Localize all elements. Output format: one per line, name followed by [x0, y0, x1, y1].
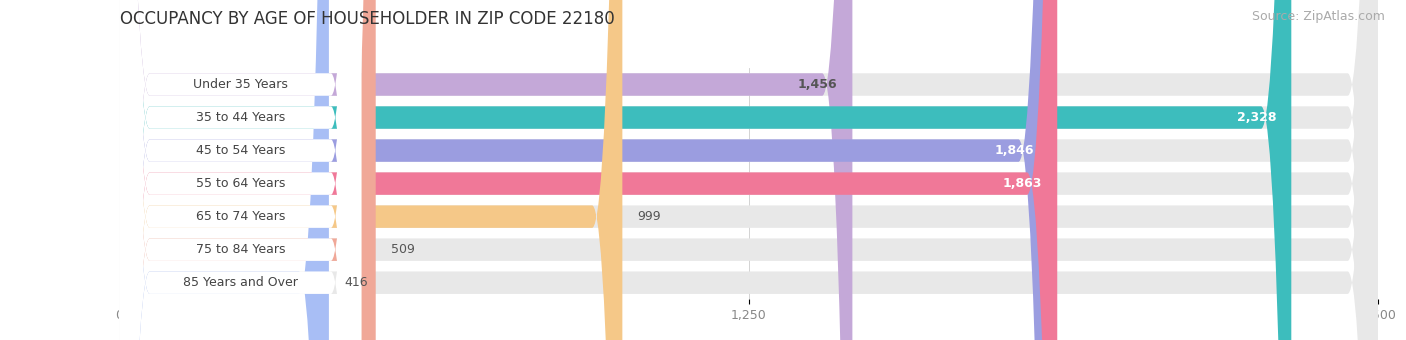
FancyBboxPatch shape	[120, 0, 361, 340]
Text: 1,456: 1,456	[797, 78, 838, 91]
FancyBboxPatch shape	[120, 0, 1378, 340]
FancyBboxPatch shape	[120, 0, 361, 340]
Text: Source: ZipAtlas.com: Source: ZipAtlas.com	[1251, 10, 1385, 23]
FancyBboxPatch shape	[120, 0, 1049, 340]
Text: 999: 999	[637, 210, 661, 223]
Text: 65 to 74 Years: 65 to 74 Years	[195, 210, 285, 223]
FancyBboxPatch shape	[120, 0, 361, 340]
FancyBboxPatch shape	[120, 0, 1378, 340]
Text: 45 to 54 Years: 45 to 54 Years	[195, 144, 285, 157]
FancyBboxPatch shape	[120, 0, 361, 340]
FancyBboxPatch shape	[120, 0, 1057, 340]
FancyBboxPatch shape	[120, 0, 1378, 340]
FancyBboxPatch shape	[120, 0, 361, 340]
Text: 85 Years and Over: 85 Years and Over	[183, 276, 298, 289]
Text: 2,328: 2,328	[1237, 111, 1277, 124]
Text: 509: 509	[391, 243, 415, 256]
Text: 75 to 84 Years: 75 to 84 Years	[195, 243, 285, 256]
FancyBboxPatch shape	[120, 0, 375, 340]
FancyBboxPatch shape	[120, 0, 1378, 340]
Text: 55 to 64 Years: 55 to 64 Years	[195, 177, 285, 190]
FancyBboxPatch shape	[120, 0, 361, 340]
Text: Under 35 Years: Under 35 Years	[193, 78, 288, 91]
FancyBboxPatch shape	[120, 0, 623, 340]
FancyBboxPatch shape	[120, 0, 361, 340]
Text: 1,863: 1,863	[1002, 177, 1042, 190]
Text: 416: 416	[344, 276, 367, 289]
Text: 35 to 44 Years: 35 to 44 Years	[195, 111, 285, 124]
Text: OCCUPANCY BY AGE OF HOUSEHOLDER IN ZIP CODE 22180: OCCUPANCY BY AGE OF HOUSEHOLDER IN ZIP C…	[120, 10, 614, 28]
FancyBboxPatch shape	[120, 0, 1378, 340]
Text: 1,846: 1,846	[994, 144, 1033, 157]
FancyBboxPatch shape	[120, 0, 1378, 340]
FancyBboxPatch shape	[120, 0, 852, 340]
FancyBboxPatch shape	[120, 0, 1291, 340]
FancyBboxPatch shape	[120, 0, 1378, 340]
FancyBboxPatch shape	[120, 0, 329, 340]
